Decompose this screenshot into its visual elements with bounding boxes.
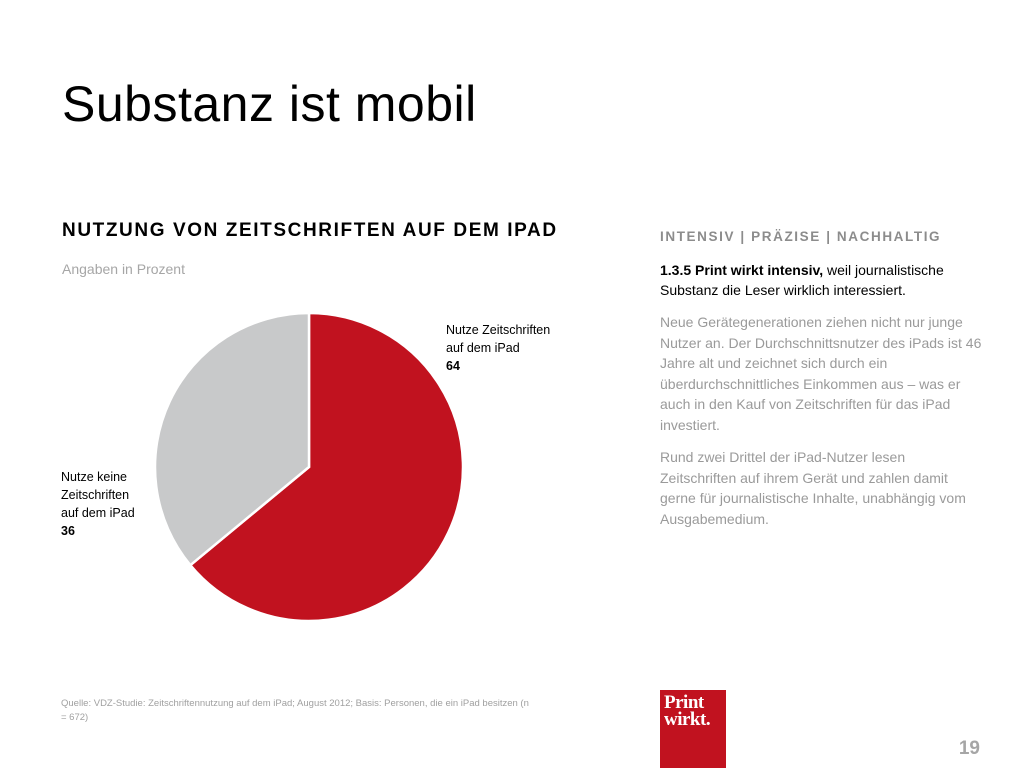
chart-subtitle: Angaben in Prozent xyxy=(62,261,185,277)
slice-value-use: 64 xyxy=(446,359,460,373)
pie-slice-nouse xyxy=(153,311,311,567)
slice-label-nouse-line-1: Nutze keine xyxy=(61,470,128,484)
slice-value-nouse: 36 xyxy=(61,524,75,538)
slice-label-use: Nutze Zeitschriften auf dem iPad 64 xyxy=(446,321,586,375)
sidebar-heading: INTENSIV | PRÄZISE | NACHHALTIG xyxy=(660,229,942,244)
page-number: 19 xyxy=(958,738,980,759)
slice-label-nouse-line-3: auf dem iPad xyxy=(61,506,135,520)
source-note: Quelle: VDZ-Studie: Zeitschriftennutzung… xyxy=(61,698,529,723)
slice-label-nouse-line-2: Zeitschriften xyxy=(61,488,130,502)
sidebar-paragraph-2: Rund zwei Drittel der iPad-Nutzer lesen … xyxy=(660,449,966,527)
logo-line-2: wirkt. xyxy=(664,709,711,730)
slide-title: Substanz ist mobil xyxy=(62,76,477,132)
slice-label-nouse: Nutze keine Zeitschriften auf dem iPad 3… xyxy=(61,468,151,540)
print-wirkt-logo: Print wirkt. xyxy=(660,690,726,768)
slice-label-use-line-1: Nutze Zeitschriften xyxy=(446,323,551,337)
slice-label-use-line-2: auf dem iPad xyxy=(446,341,520,355)
sidebar-paragraph-1: Neue Gerätegenerationen ziehen nicht nur… xyxy=(660,314,982,433)
chart-title: NUTZUNG VON ZEITSCHRIFTEN AUF DEM IPAD xyxy=(62,220,558,241)
sidebar-intro-rest: weil journalistische Substanz die Leser … xyxy=(660,262,944,298)
sidebar-intro: 1.3.5 Print wirkt intensiv, weil journal… xyxy=(660,260,990,300)
pie-slice-use xyxy=(188,311,465,623)
logo-line-1: Print xyxy=(664,692,704,713)
sidebar-intro-bold: 1.3.5 Print wirkt intensiv, xyxy=(660,262,824,278)
